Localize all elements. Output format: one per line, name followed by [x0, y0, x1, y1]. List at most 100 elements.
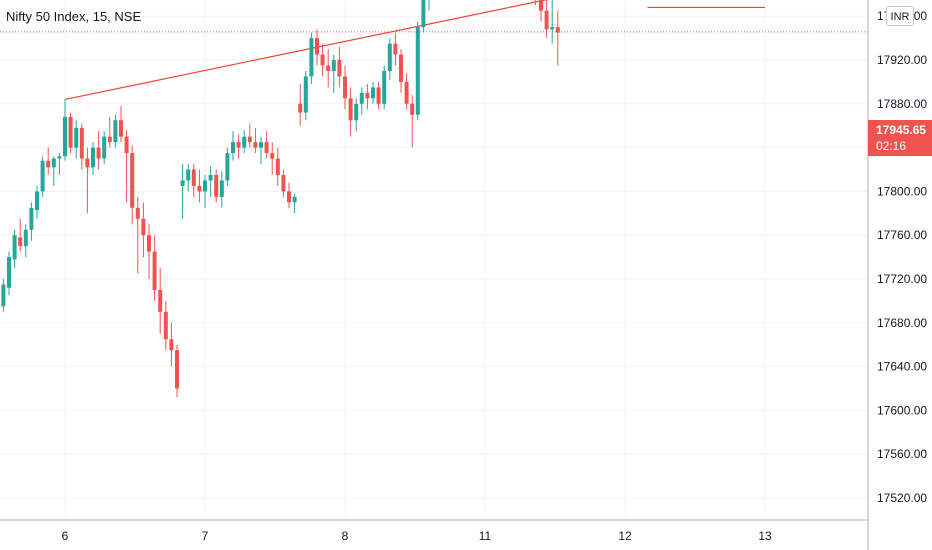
- candle-body: [247, 136, 252, 143]
- candle-body: [555, 27, 560, 33]
- candle-body: [303, 76, 308, 113]
- candle-body: [175, 350, 179, 389]
- candle-body: [197, 185, 202, 192]
- candle-body: [40, 160, 45, 192]
- candle-body: [219, 180, 224, 197]
- candle-body: [68, 116, 73, 148]
- candles-layer: [1, 0, 560, 398]
- candle-body: [169, 339, 174, 351]
- candle-body: [359, 92, 364, 104]
- candle-body: [130, 153, 135, 208]
- candle-body: [46, 160, 51, 168]
- chart-title: Nifty 50 Index, 15, NSE: [6, 9, 142, 24]
- candle-body: [79, 127, 84, 159]
- candle-body: [343, 76, 347, 99]
- x-tick-label: 12: [618, 529, 632, 543]
- candle-body: [287, 191, 291, 203]
- y-tick-label: 17920.00: [877, 53, 927, 67]
- candle-body: [354, 103, 359, 121]
- y-tick-label: 17640.00: [877, 360, 927, 374]
- candle-body: [63, 116, 67, 157]
- y-tick-label: 17520.00: [877, 491, 927, 505]
- candle-body: [371, 87, 375, 99]
- candle-body: [326, 65, 331, 71]
- last-price-value: 17945.65: [876, 123, 927, 137]
- y-tick-label: 17800.00: [877, 184, 927, 198]
- candle-body: [18, 237, 23, 247]
- candle-body: [107, 136, 112, 143]
- candle-body: [281, 174, 286, 192]
- candle-body: [124, 136, 129, 154]
- trendline: [64, 0, 548, 101]
- candle-body: [85, 158, 90, 168]
- bar-countdown: 02:16: [876, 139, 907, 153]
- candle-body: [147, 235, 151, 252]
- candle-body: [119, 120, 123, 137]
- candle-body: [57, 156, 62, 159]
- candle-body: [203, 180, 207, 192]
- candle-body: [399, 54, 403, 82]
- time-axis[interactable]: 6 7 8 11 12 13: [0, 519, 868, 543]
- candle-body: [163, 311, 168, 340]
- candle-body: [253, 142, 258, 148]
- candle-body: [208, 174, 213, 181]
- candle-body: [1, 284, 6, 307]
- candle-body: [410, 103, 415, 115]
- candle-body: [225, 153, 230, 181]
- candle-body: [51, 158, 56, 168]
- candle-body: [309, 38, 314, 77]
- candle-body: [158, 289, 163, 312]
- candle-body: [331, 60, 336, 71]
- price-axis[interactable]: 17520.00 17560.00 17600.00 17640.00 17680.00…: [867, 0, 927, 550]
- candle-body: [415, 27, 420, 115]
- candle-body: [544, 10, 549, 30]
- y-tick-label: 17760.00: [877, 228, 927, 242]
- candle-body: [242, 136, 247, 148]
- grid: [0, 0, 868, 520]
- x-tick-label: 11: [479, 529, 492, 543]
- candle-body: [382, 70, 387, 104]
- candle-body: [180, 180, 185, 186]
- candle-body: [365, 92, 370, 99]
- candle-body: [320, 54, 325, 66]
- y-tick-label: 17680.00: [877, 316, 927, 330]
- candle-body: [152, 251, 157, 290]
- candle-body: [135, 207, 140, 219]
- candle-body: [74, 127, 79, 148]
- last-price-tag: 17945.65 02:16: [868, 120, 932, 156]
- candle-body: [264, 142, 269, 154]
- candle-body: [421, 0, 426, 28]
- x-tick-label: 8: [342, 529, 349, 543]
- y-tick-label: 17600.00: [877, 403, 927, 417]
- candle-body: [23, 229, 28, 247]
- candle-body: [259, 142, 263, 148]
- candle-body: [550, 27, 555, 30]
- candle-body: [113, 120, 118, 143]
- candle-body: [387, 43, 392, 71]
- candle-body: [376, 87, 381, 104]
- candle-body: [12, 235, 17, 260]
- candle-body: [298, 103, 303, 113]
- candle-body: [102, 136, 107, 159]
- candle-body: [393, 43, 398, 55]
- candle-body: [29, 207, 34, 230]
- candle-body: [337, 60, 342, 77]
- candle-body: [141, 218, 146, 236]
- currency-button[interactable]: INR: [886, 6, 914, 26]
- candle-body: [270, 153, 275, 159]
- candle-body: [91, 147, 95, 168]
- candle-body: [275, 158, 280, 175]
- candle-body: [214, 174, 219, 197]
- candle-body: [539, 0, 543, 11]
- drawing-layer[interactable]: [0, 0, 868, 101]
- candle-body: [35, 191, 39, 211]
- y-tick-label: 17720.00: [877, 272, 927, 286]
- candle-body: [96, 147, 101, 159]
- x-tick-label: 6: [62, 529, 69, 543]
- y-tick-label: 17560.00: [877, 447, 927, 461]
- x-tick-label: 13: [758, 529, 772, 543]
- x-tick-label: 7: [202, 529, 209, 543]
- candle-body: [348, 98, 353, 121]
- candle-body: [191, 169, 196, 186]
